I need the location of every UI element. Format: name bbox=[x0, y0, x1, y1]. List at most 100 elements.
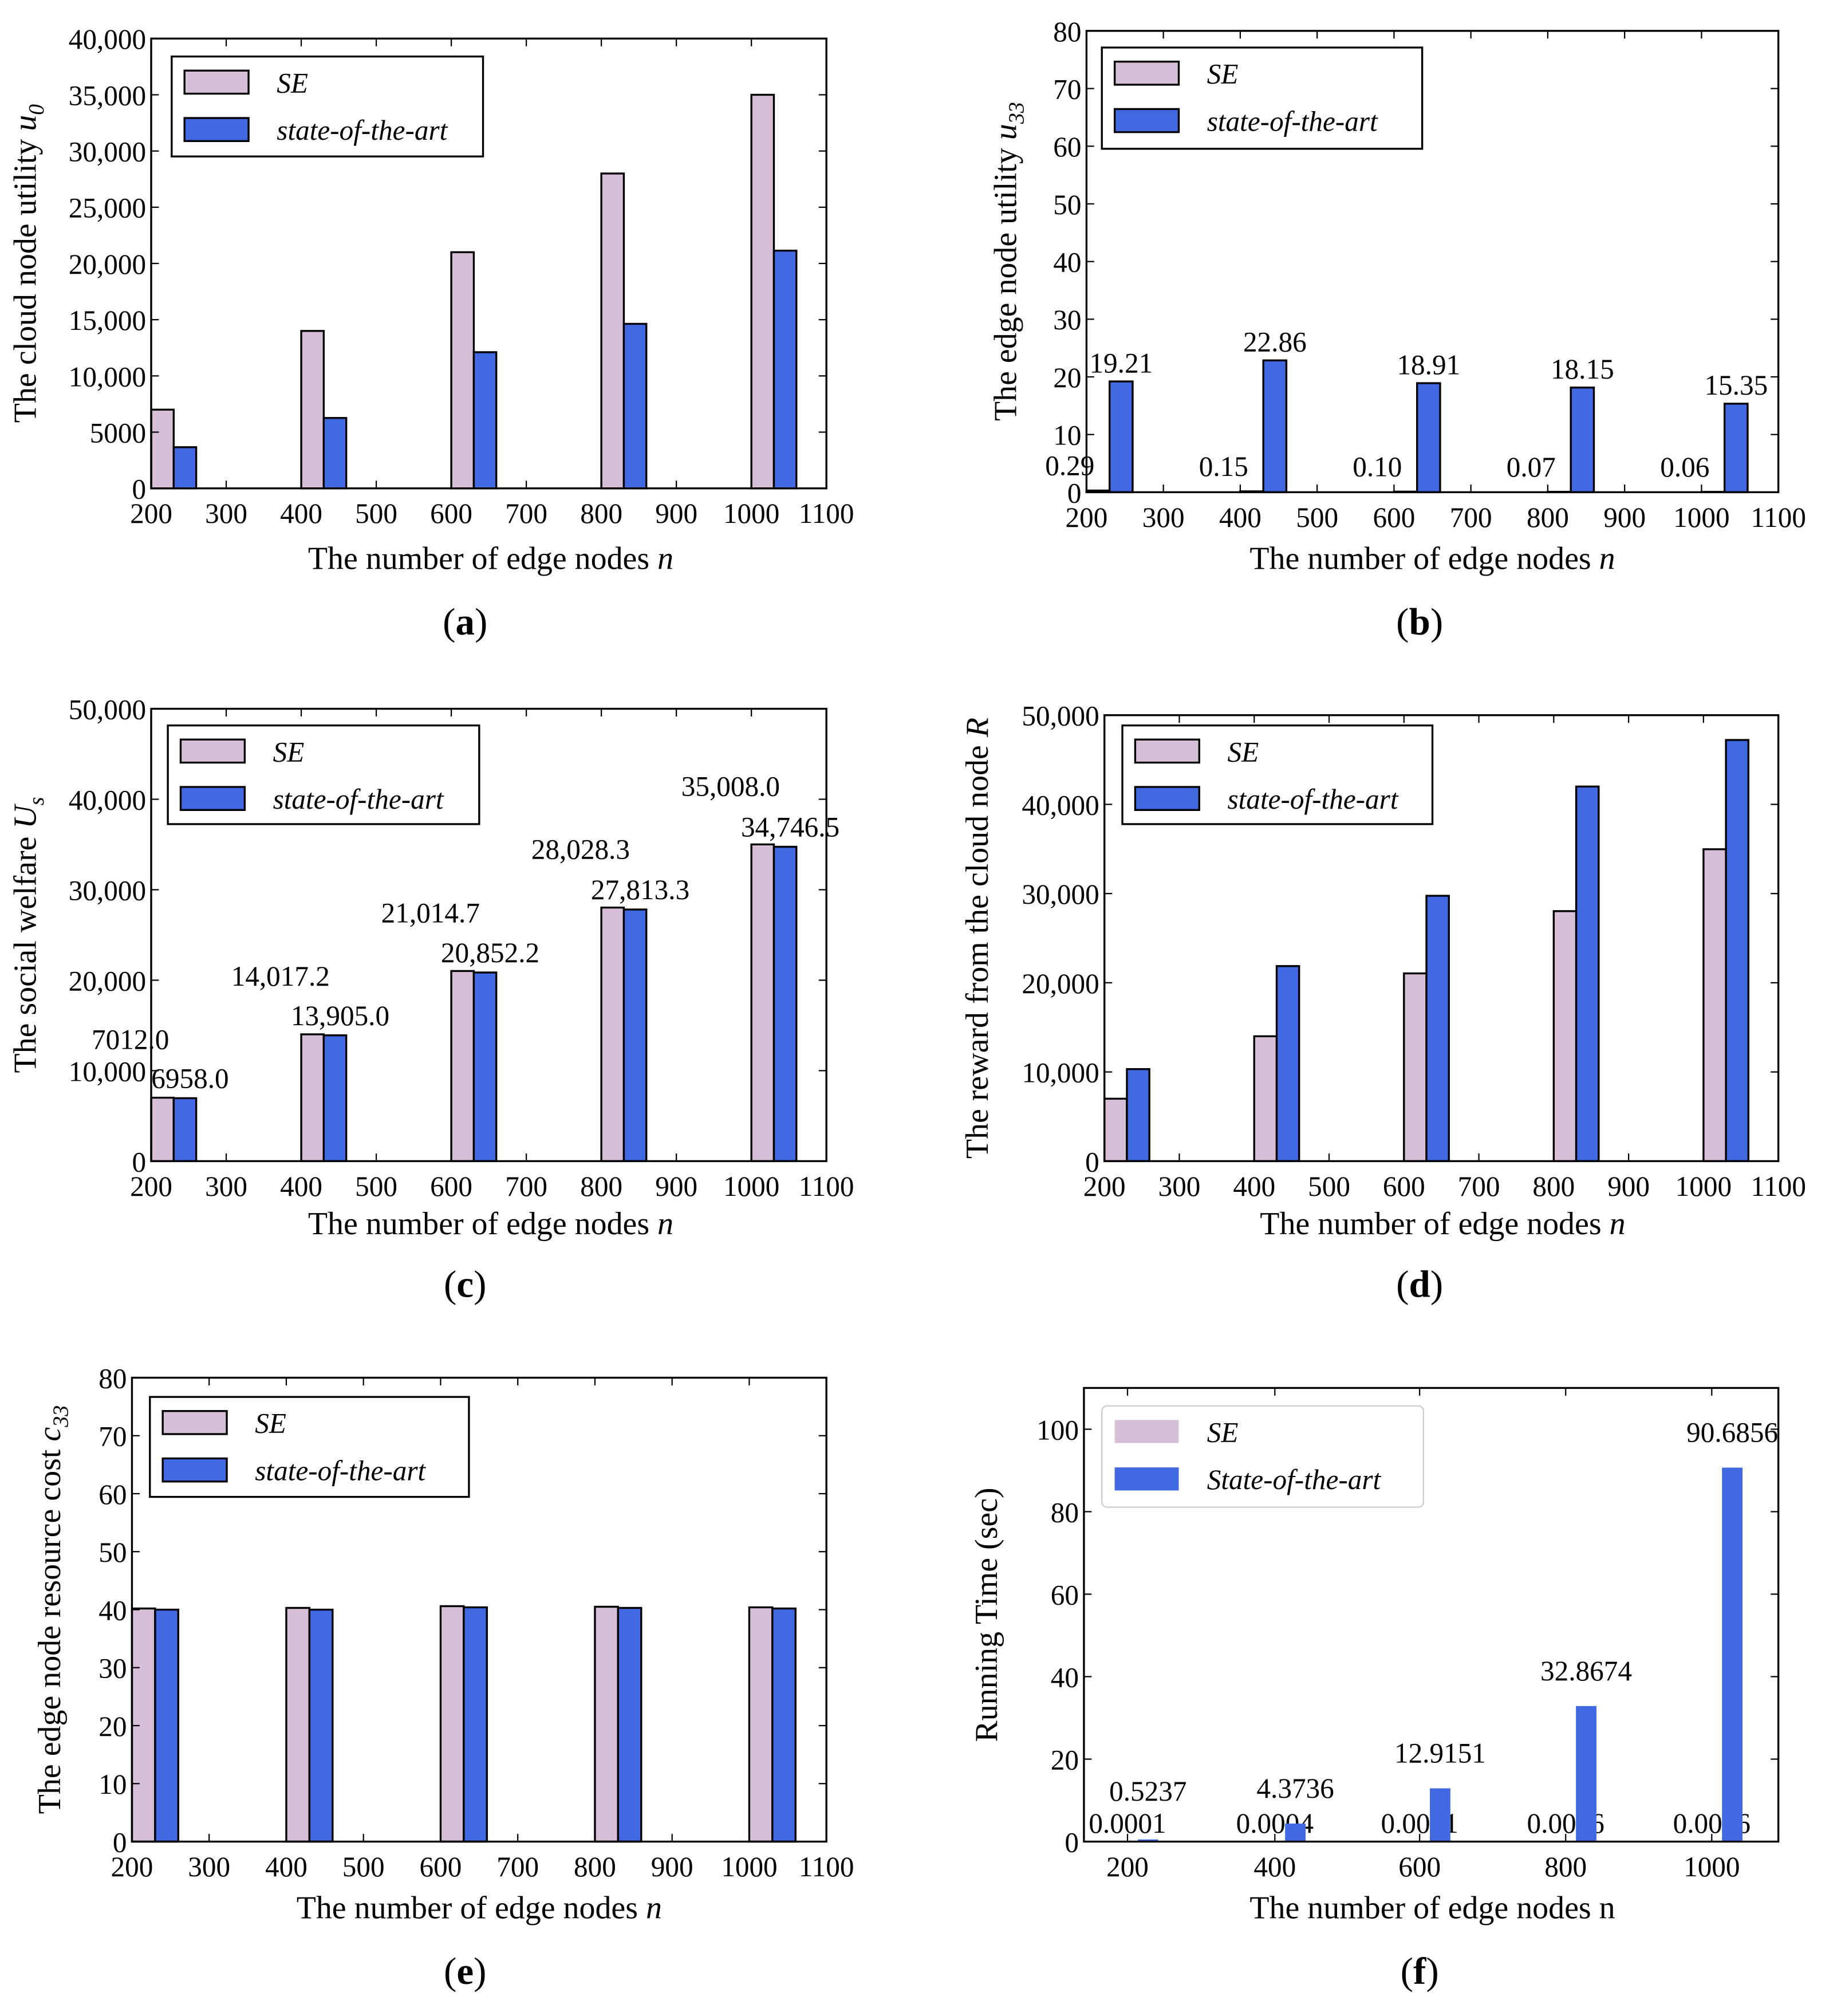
x-tick-label: 800 bbox=[580, 1171, 622, 1202]
x-tick-label: 500 bbox=[342, 1851, 385, 1883]
data-label: 7012.0 bbox=[92, 1024, 169, 1056]
legend-swatch bbox=[1113, 108, 1180, 133]
legend-swatch bbox=[1114, 1420, 1179, 1443]
panel-caption: (c) bbox=[444, 1263, 487, 1306]
y-tick-label: 80 bbox=[1053, 16, 1081, 48]
bar-state-of-the-art-3 bbox=[1575, 785, 1600, 1163]
y-tick-label: 20 bbox=[1051, 1744, 1079, 1775]
x-tick-label: 1100 bbox=[799, 1171, 854, 1202]
bar-se-3 bbox=[594, 1605, 620, 1843]
y-tick-label: 60 bbox=[1051, 1579, 1079, 1611]
x-tick-label: 900 bbox=[1603, 502, 1646, 533]
y-tick-label: 20 bbox=[1053, 362, 1081, 393]
axes-frame bbox=[150, 707, 827, 1163]
bar-state-of-the-art-3 bbox=[622, 908, 648, 1163]
x-tick-label: 900 bbox=[651, 1851, 693, 1883]
y-tick-label: 0 bbox=[1067, 477, 1082, 509]
bar-se-0 bbox=[150, 408, 175, 490]
y-tick-label: 40,000 bbox=[69, 784, 146, 816]
data-label: 0.06 bbox=[1660, 451, 1709, 483]
data-label: 28,028.3 bbox=[531, 834, 630, 865]
bar-state-of-the-art-2 bbox=[463, 1606, 488, 1843]
x-tick-label: 400 bbox=[265, 1851, 308, 1883]
x-tick-label: 1100 bbox=[1751, 502, 1806, 533]
bar-state-of-the-art-4 bbox=[1723, 403, 1749, 494]
y-tick-label: 10,000 bbox=[1022, 1057, 1099, 1089]
bar-state-of-the-art-4 bbox=[1722, 1467, 1742, 1842]
x-tick-label: 400 bbox=[280, 1171, 322, 1202]
axes-frame bbox=[1103, 714, 1780, 1163]
data-label: 4.3736 bbox=[1256, 1773, 1334, 1804]
x-tick-label: 700 bbox=[505, 1171, 547, 1202]
x-tick-label: 300 bbox=[205, 1171, 247, 1202]
x-tick-label: 600 bbox=[430, 1171, 472, 1202]
y-tick-label: 30,000 bbox=[69, 875, 146, 906]
legend-label: state-of-the-art bbox=[1228, 783, 1399, 815]
y-tick-label: 0 bbox=[113, 1826, 127, 1858]
data-label: 35,008.0 bbox=[681, 770, 780, 802]
legend-swatch bbox=[161, 1410, 228, 1435]
y-tick-label: 80 bbox=[98, 1363, 127, 1394]
x-tick-label: 900 bbox=[1607, 1171, 1650, 1202]
x-tick-label: 1000 bbox=[723, 498, 779, 529]
x-tick-label: 400 bbox=[1253, 1851, 1296, 1883]
bar-state-of-the-art-2 bbox=[1430, 1788, 1450, 1842]
data-label: 0.15 bbox=[1199, 451, 1248, 482]
data-label: 21,014.7 bbox=[381, 897, 480, 928]
y-axis-label: The edge node resource cost c33 bbox=[32, 1405, 73, 1814]
x-tick-label: 1000 bbox=[1673, 502, 1729, 533]
x-tick-label: 1000 bbox=[1684, 1851, 1740, 1883]
data-label: 0.07 bbox=[1507, 451, 1556, 483]
y-tick-label: 40 bbox=[1053, 247, 1081, 278]
x-tick-label: 400 bbox=[1219, 502, 1261, 533]
x-tick-label: 200 bbox=[111, 1851, 153, 1883]
y-tick-label: 0 bbox=[132, 1146, 146, 1178]
y-tick-label: 25,000 bbox=[69, 192, 146, 224]
legend-label: SE bbox=[255, 1408, 286, 1439]
bar-state-of-the-art-3 bbox=[1570, 386, 1595, 494]
y-tick-label: 30 bbox=[98, 1653, 127, 1684]
bar-se-4 bbox=[748, 1606, 774, 1843]
panel-caption: (d) bbox=[1396, 1263, 1443, 1306]
x-axis-label: The number of edge nodes n bbox=[297, 1891, 662, 1926]
legend-label: SE bbox=[1207, 58, 1239, 90]
bar-se-3 bbox=[600, 172, 625, 490]
y-tick-label: 40,000 bbox=[69, 23, 146, 55]
legend-swatch bbox=[1134, 786, 1200, 811]
x-axis-label: The number of edge nodes n bbox=[308, 1206, 673, 1242]
data-label: 15.35 bbox=[1704, 369, 1768, 401]
y-tick-label: 40 bbox=[1051, 1661, 1079, 1693]
legend-swatch bbox=[1134, 738, 1200, 764]
data-label: 34,746.5 bbox=[741, 812, 839, 843]
legend: SE state-of-the-art bbox=[1121, 724, 1434, 825]
y-tick-label: 40,000 bbox=[1022, 789, 1099, 821]
x-tick-label: 500 bbox=[1296, 502, 1338, 533]
data-label: 18.91 bbox=[1397, 349, 1460, 380]
bar-state-of-the-art-4 bbox=[772, 249, 798, 490]
bar-se-1 bbox=[1253, 1035, 1278, 1163]
y-tick-label: 35,000 bbox=[69, 80, 146, 111]
y-tick-label: 70 bbox=[1053, 73, 1081, 105]
data-label: 0.0001 bbox=[1089, 1808, 1166, 1839]
y-tick-label: 10,000 bbox=[69, 361, 146, 392]
panel-c: 7012.0 14,017.2 21,014.7 28,028.3 35,008.0 69… bbox=[8, 694, 854, 1305]
x-tick-label: 800 bbox=[1527, 502, 1569, 533]
y-axis-label: The cloud node utility u0 bbox=[8, 104, 49, 423]
y-tick-label: 0 bbox=[1085, 1146, 1099, 1178]
y-tick-label: 50,000 bbox=[69, 694, 146, 725]
y-axis-label: The edge node utility u33 bbox=[988, 102, 1028, 421]
x-tick-label: 1000 bbox=[1676, 1171, 1732, 1202]
x-tick-label: 200 bbox=[1065, 502, 1107, 533]
bar-se-3 bbox=[600, 906, 625, 1163]
bar-state-of-the-art-4 bbox=[772, 845, 798, 1163]
bar-state-of-the-art-0 bbox=[172, 446, 198, 490]
bar-state-of-the-art-3 bbox=[622, 322, 648, 490]
legend-swatch bbox=[179, 786, 246, 811]
x-tick-label: 900 bbox=[655, 498, 697, 529]
x-tick-label: 600 bbox=[420, 1851, 462, 1883]
y-tick-label: 20,000 bbox=[1022, 968, 1099, 999]
bar-se-0 bbox=[1103, 1097, 1128, 1163]
x-tick-label: 1000 bbox=[721, 1851, 777, 1883]
x-tick-label: 500 bbox=[355, 1171, 397, 1202]
